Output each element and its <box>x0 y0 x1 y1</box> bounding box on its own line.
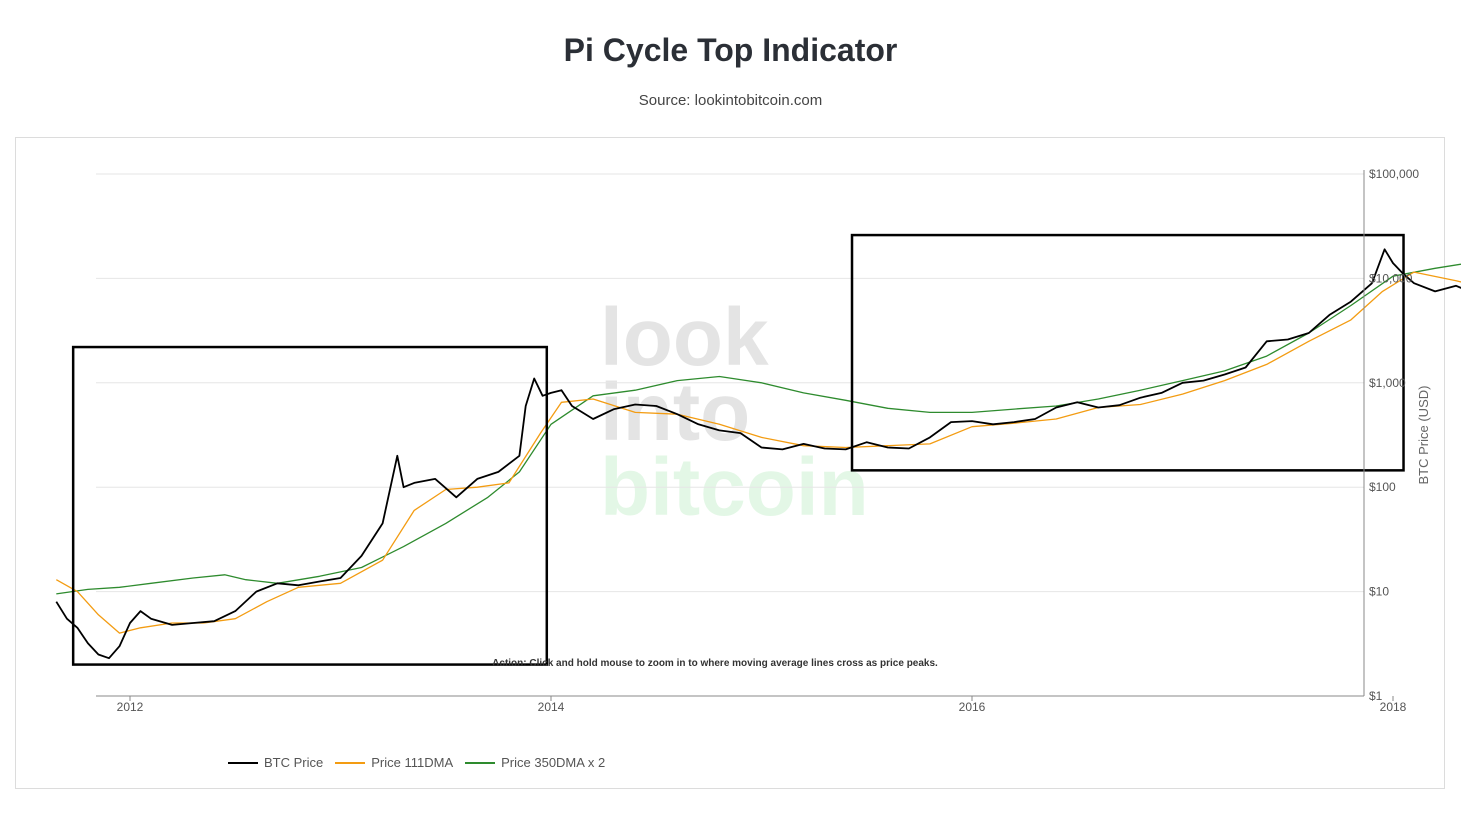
legend-item[interactable]: Price 111DMA <box>335 755 453 770</box>
watermark-word: look <box>600 292 769 383</box>
y-tick-label: $1 <box>1369 689 1383 703</box>
y-tick-label: $1,000 <box>1369 376 1406 390</box>
legend-item[interactable]: BTC Price <box>228 755 323 770</box>
y-tick-label: $10,000 <box>1369 271 1413 285</box>
series-line-btc-price <box>55 248 1461 660</box>
highlight-box <box>850 233 1405 472</box>
chart-title: Pi Cycle Top Indicator <box>563 32 898 68</box>
y-axis-label: BTC Price (USD) <box>1416 386 1431 485</box>
series-line-price-111dma <box>55 271 1461 634</box>
legend-swatch <box>228 761 258 764</box>
axes: $1 $10 $100 $1,000 $10,000 $100,000 2012 2014 20… <box>96 167 1431 714</box>
series-lines <box>55 248 1461 660</box>
legend-label: Price 350DMA x 2 <box>501 755 606 770</box>
legend-item[interactable]: Price 350DMA x 2 <box>465 755 605 770</box>
series-line-price-350dma-x-2 <box>56 263 1461 595</box>
highlight-box <box>71 345 549 666</box>
legend-swatch <box>335 761 366 764</box>
legend-label: BTC Price <box>264 755 324 770</box>
x-tick-label: 2012 <box>117 700 144 714</box>
grid-lines <box>96 173 1364 593</box>
x-tick-label: 2014 <box>538 700 565 714</box>
legend-label: Price 111DMA <box>371 755 454 770</box>
chart-frame <box>15 137 1445 789</box>
chart-subtitle: Source: lookintobitcoin.com <box>638 92 823 109</box>
y-tick-label: $100 <box>1369 480 1396 494</box>
legend-swatch <box>465 761 496 764</box>
action-note: Action: Click and hold mouse to zoom in … <box>492 658 938 669</box>
highlight-boxes <box>71 233 1405 666</box>
y-tick-label: $10 <box>1369 585 1389 599</box>
x-tick-label: 2016 <box>959 700 986 714</box>
x-tick-label: 2018 <box>1380 700 1407 714</box>
legend: BTC Price Price 111DMA Price 350DMA x 2 <box>228 755 605 770</box>
y-tick-label: $100,000 <box>1369 167 1419 181</box>
